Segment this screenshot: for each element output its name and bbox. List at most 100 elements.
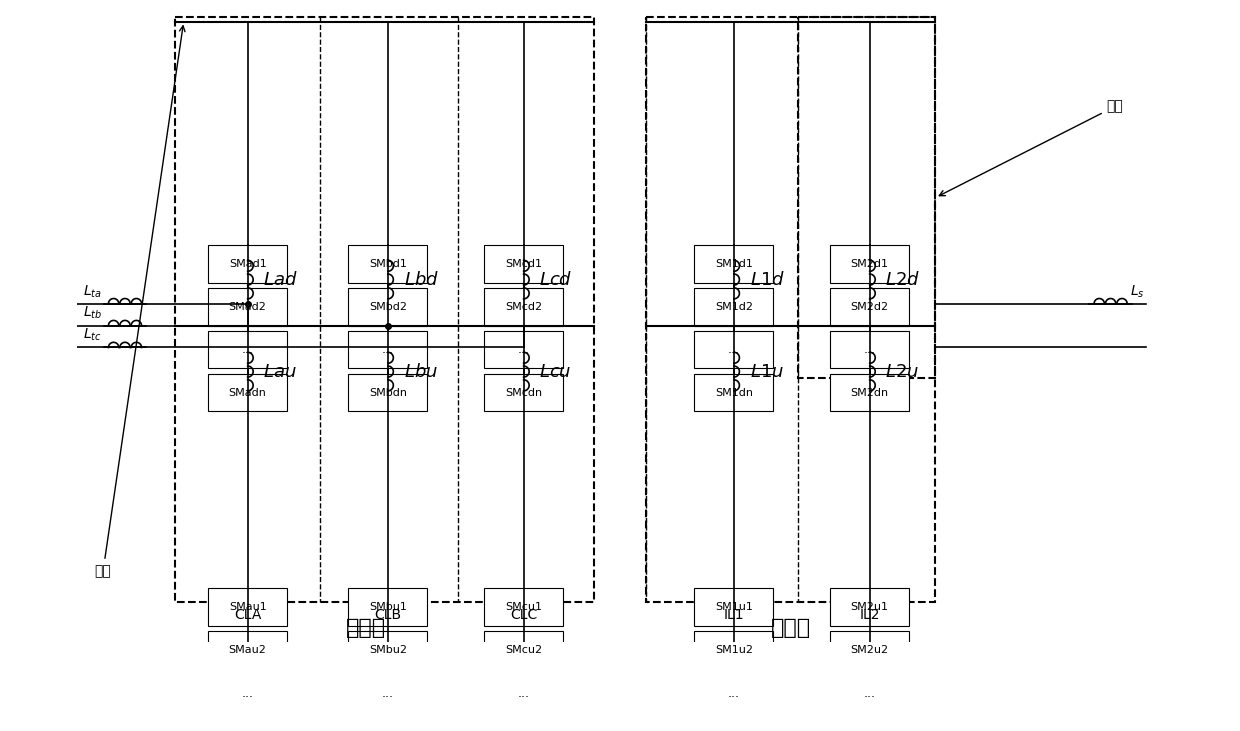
Text: $\it{L}_{tb}$: $\it{L}_{tb}$ [83, 305, 102, 322]
Text: SM2d2: SM2d2 [851, 302, 889, 311]
Bar [694, 632, 774, 669]
Text: SM2u2: SM2u2 [851, 645, 889, 655]
Text: 逆变站: 逆变站 [771, 618, 811, 638]
Bar [208, 717, 288, 731]
Bar [831, 374, 909, 412]
Text: ...: ... [517, 343, 529, 356]
Text: SM1u2: SM1u2 [715, 645, 753, 655]
Text: CLA: CLA [234, 607, 262, 621]
Text: IL1: IL1 [724, 607, 744, 621]
Text: SM1u1: SM1u1 [715, 602, 753, 613]
Text: $\it{L}_{tc}$: $\it{L}_{tc}$ [83, 327, 102, 344]
Bar [348, 588, 428, 626]
Text: $\it{L2d}$: $\it{L2d}$ [885, 270, 920, 289]
Bar [348, 245, 428, 283]
Text: ...: ... [382, 343, 394, 356]
Text: SMbdn: SMbdn [368, 387, 407, 398]
Text: $\it{L1d}$: $\it{L1d}$ [750, 270, 785, 289]
Bar [831, 632, 909, 669]
Text: $\it{Lad}$: $\it{Lad}$ [263, 270, 298, 289]
Text: $\it{L}_s$: $\it{L}_s$ [1130, 283, 1145, 300]
Bar [694, 374, 774, 412]
Bar [831, 245, 909, 283]
Text: SMau1: SMau1 [228, 602, 267, 613]
Bar [208, 632, 288, 669]
Bar [831, 331, 909, 368]
Text: SMbu2: SMbu2 [368, 645, 407, 655]
Bar [348, 288, 428, 325]
Text: SM1d2: SM1d2 [715, 302, 753, 311]
Bar [208, 331, 288, 368]
Bar [484, 717, 563, 731]
Bar [484, 245, 563, 283]
Text: SMbd1: SMbd1 [368, 259, 407, 269]
Text: 支路: 支路 [939, 99, 1123, 196]
Bar [831, 717, 909, 731]
Bar [208, 245, 288, 283]
Bar [348, 632, 428, 669]
Text: $\it{Lcd}$: $\it{Lcd}$ [539, 270, 573, 289]
Bar [484, 374, 563, 412]
Bar [694, 288, 774, 325]
Text: $\it{Lau}$: $\it{Lau}$ [263, 363, 298, 381]
Bar [646, 17, 935, 602]
Bar [208, 588, 288, 626]
Text: CLC: CLC [510, 607, 537, 621]
Bar [208, 288, 288, 325]
Text: SMad2: SMad2 [228, 302, 267, 311]
Bar [208, 374, 288, 412]
Text: SMcdn: SMcdn [505, 387, 542, 398]
Text: ...: ... [382, 686, 394, 700]
Text: ...: ... [517, 686, 529, 700]
Text: ...: ... [728, 686, 740, 700]
Text: $\it{L1u}$: $\it{L1u}$ [750, 363, 784, 381]
Text: SM2dn: SM2dn [851, 387, 889, 398]
Text: ...: ... [728, 343, 740, 356]
Bar [831, 288, 909, 325]
Text: $\it{L}_{ta}$: $\it{L}_{ta}$ [83, 283, 102, 300]
Text: SM2u1: SM2u1 [851, 602, 889, 613]
Bar [484, 674, 563, 712]
Bar [348, 717, 428, 731]
Text: ...: ... [242, 686, 254, 700]
Text: IL2: IL2 [859, 607, 880, 621]
Text: SMad1: SMad1 [228, 259, 267, 269]
Text: SMcd2: SMcd2 [505, 302, 542, 311]
Bar [694, 245, 774, 283]
Bar [484, 331, 563, 368]
Text: SMau2: SMau2 [228, 645, 267, 655]
Bar [484, 588, 563, 626]
Text: ...: ... [242, 343, 254, 356]
Text: SMcu1: SMcu1 [505, 602, 542, 613]
Text: $\it{L2u}$: $\it{L2u}$ [885, 363, 920, 381]
Text: SMcd1: SMcd1 [505, 259, 542, 269]
Bar [694, 588, 774, 626]
Bar [797, 17, 935, 378]
Bar [484, 288, 563, 325]
Text: CLB: CLB [374, 607, 402, 621]
Bar [694, 331, 774, 368]
Text: SMbu1: SMbu1 [368, 602, 407, 613]
Text: SMbd2: SMbd2 [368, 302, 407, 311]
Bar [831, 674, 909, 712]
Bar [348, 674, 428, 712]
Bar [175, 17, 594, 602]
Bar [348, 374, 428, 412]
Text: $\it{Lbu}$: $\it{Lbu}$ [403, 363, 438, 381]
Bar [484, 632, 563, 669]
Text: SM1d1: SM1d1 [715, 259, 753, 269]
Text: ...: ... [864, 686, 875, 700]
Text: 桥臂: 桥臂 [94, 26, 185, 578]
Bar [694, 717, 774, 731]
Text: $\it{Lcu}$: $\it{Lcu}$ [539, 363, 572, 381]
Bar [694, 674, 774, 712]
Text: ...: ... [864, 343, 875, 356]
Text: SM2d1: SM2d1 [851, 259, 889, 269]
Text: SM1dn: SM1dn [715, 387, 753, 398]
Text: SMadn: SMadn [228, 387, 267, 398]
Text: SMcu2: SMcu2 [505, 645, 542, 655]
Text: 整流站: 整流站 [346, 618, 386, 638]
Text: $\it{Lbd}$: $\it{Lbd}$ [403, 270, 439, 289]
Bar [208, 674, 288, 712]
Bar [831, 588, 909, 626]
